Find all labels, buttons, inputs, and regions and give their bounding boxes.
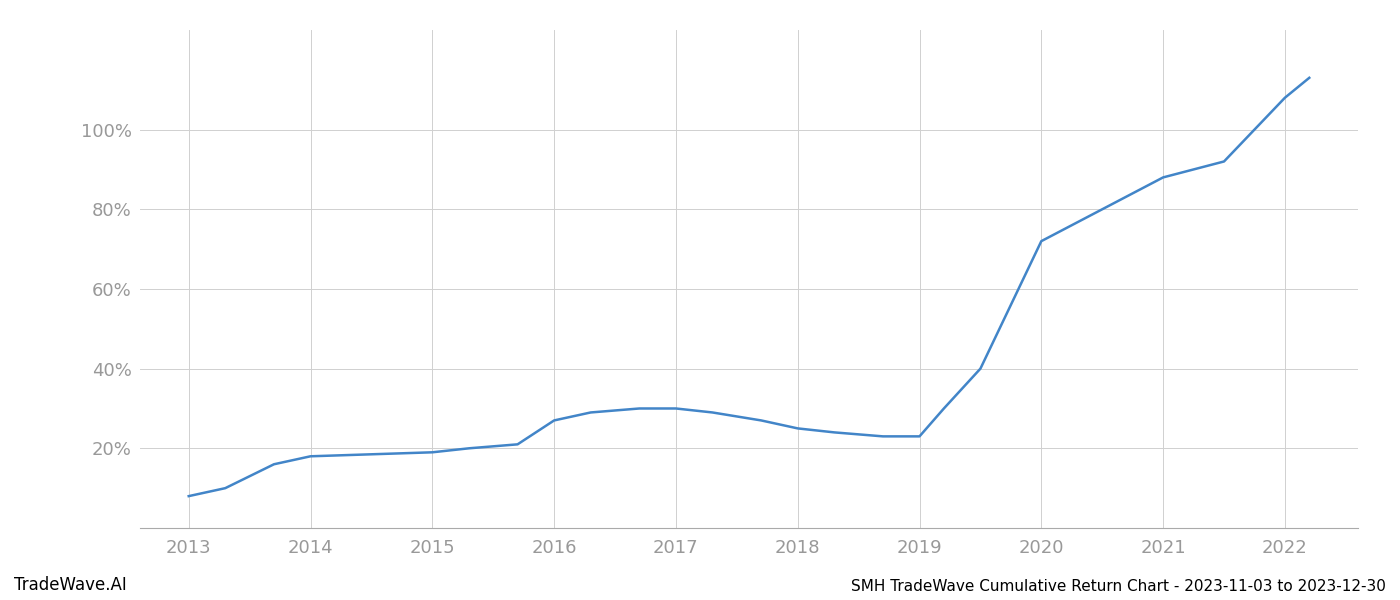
Text: TradeWave.AI: TradeWave.AI [14, 576, 127, 594]
Text: SMH TradeWave Cumulative Return Chart - 2023-11-03 to 2023-12-30: SMH TradeWave Cumulative Return Chart - … [851, 579, 1386, 594]
